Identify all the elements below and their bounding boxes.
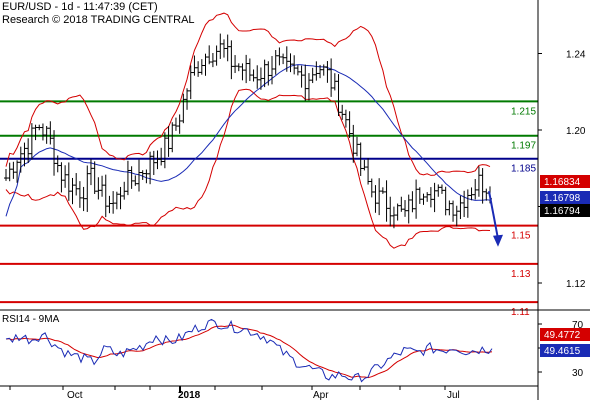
level-label: 1.185 [511, 164, 536, 175]
price-tag-box [540, 191, 590, 204]
rsi-tag-box [540, 344, 590, 357]
price-tick-label: 1.12 [566, 279, 586, 290]
rsi-line [5, 318, 493, 383]
rsi-tick-label: 30 [572, 368, 584, 379]
bollinger-lower-line [5, 88, 491, 249]
rsi-tag-box [540, 328, 590, 341]
rsi-tags: 49.4772 49.4615 [540, 328, 590, 357]
price-tag-label: 1.16798 [544, 193, 581, 204]
forecast-arrow-shaft [488, 191, 499, 239]
price-tag-label: 1.16834 [544, 177, 581, 188]
support-resistance-levels: 1.215 1.197 1.185 1.15 1.13 1.11 [0, 100, 538, 318]
rsi-title: RSI14 - 9MA [2, 314, 60, 325]
moving-average [5, 64, 491, 217]
rsi-tick-label: 70 [572, 320, 584, 331]
chart-header-symbol: EUR/USD - 1d - 11:47:39 (CET) [2, 1, 158, 13]
level-label: 1.15 [511, 231, 531, 242]
bollinger-upper-line [5, 12, 491, 176]
price-tick-label: 1.20 [566, 126, 586, 137]
price-tag-label: 1.16794 [544, 206, 581, 217]
bollinger-bands [5, 12, 491, 249]
level-label: 1.13 [511, 269, 531, 280]
forecast-arrow-head [493, 234, 503, 247]
rsi-tag-label: 49.4615 [544, 346, 581, 357]
price-tag-box [540, 175, 590, 188]
x-tick-label: Jul [447, 390, 460, 400]
price-tags: 1.16834 1.16798 1.16794 [540, 175, 590, 217]
level-label: 1.215 [511, 106, 536, 117]
price-bars [4, 33, 492, 229]
price-tag-box [540, 204, 590, 217]
date-x-axis: Oct 2018 Apr Jul [0, 385, 538, 400]
level-label: 1.11 [511, 307, 530, 318]
moving-average-line [5, 64, 491, 217]
rsi-lines [5, 318, 493, 383]
x-tick-label: Apr [313, 390, 329, 400]
chart-header-copyright: Research © 2018 TRADING CENTRAL [2, 14, 195, 26]
forecast-arrow [488, 191, 503, 247]
rsi-tag-label: 49.4772 [544, 330, 581, 341]
price-tick-label: 1.24 [566, 50, 586, 61]
level-label: 1.197 [511, 141, 536, 152]
rsi-ma-line [5, 324, 493, 379]
x-tick-label: 2018 [178, 390, 201, 400]
x-tick-label: Oct [67, 390, 83, 400]
